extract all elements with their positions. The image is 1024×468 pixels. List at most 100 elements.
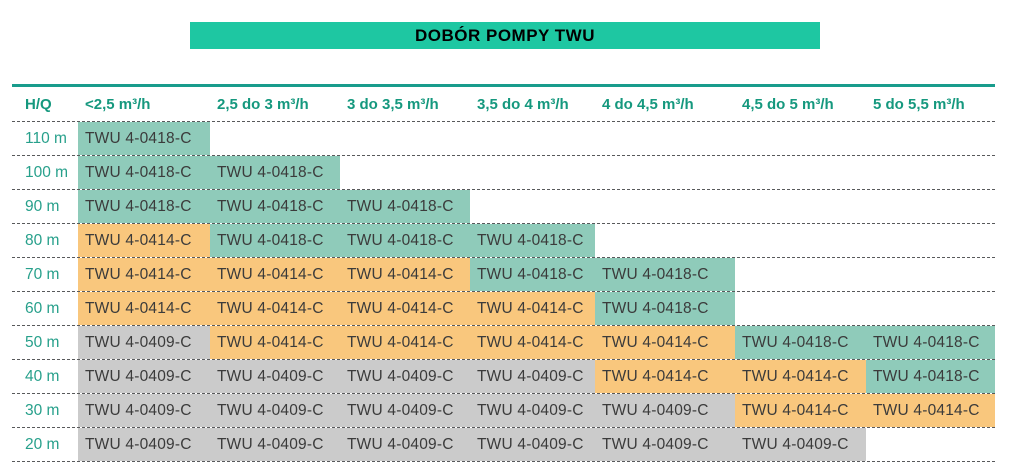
column-header: 2,5 do 3 m³/h [217,95,309,113]
pump-cell: TWU 4-0418-C [866,360,995,393]
empty-cell [470,190,595,223]
empty-cell [735,224,866,257]
table-row: 90 m TWU 4-0418-C TWU 4-0418-C TWU 4-0418-C [12,190,995,224]
empty-cell [595,224,735,257]
table-row: 60 m TWU 4-0414-C TWU 4-0414-C TWU 4-0414-C… [12,292,995,326]
row-header: 60 m [25,299,60,317]
row-header: 90 m [25,197,60,215]
empty-cell [735,156,866,189]
pump-cell: TWU 4-0414-C [735,360,866,393]
pump-cell: TWU 4-0418-C [735,326,866,359]
pump-cell: TWU 4-0418-C [78,156,210,189]
pump-cell: TWU 4-0414-C [470,326,595,359]
empty-cell [866,122,995,155]
table-row: 100 m TWU 4-0418-C TWU 4-0418-C [12,156,995,190]
pump-cell: TWU 4-0414-C [340,258,470,291]
pump-cell: TWU 4-0418-C [210,224,340,257]
column-header: <2,5 m³/h [85,95,151,113]
empty-cell [866,258,995,291]
pump-cell: TWU 4-0409-C [595,428,735,461]
table-title-bar: DOBÓR POMPY TWU [190,22,820,49]
empty-cell [866,428,995,461]
table-row: 40 m TWU 4-0409-C TWU 4-0409-C TWU 4-0409-C… [12,360,995,394]
pump-cell: TWU 4-0414-C [210,326,340,359]
empty-cell [595,190,735,223]
pump-cell: TWU 4-0409-C [595,394,735,427]
pump-cell: TWU 4-0409-C [210,394,340,427]
table-row: 80 m TWU 4-0414-C TWU 4-0418-C TWU 4-0418-C… [12,224,995,258]
empty-cell [595,156,735,189]
pump-cell: TWU 4-0414-C [78,258,210,291]
pump-cell: TWU 4-0409-C [210,428,340,461]
pump-cell: TWU 4-0418-C [595,258,735,291]
pump-cell: TWU 4-0418-C [210,156,340,189]
pump-cell: TWU 4-0418-C [78,122,210,155]
empty-cell [735,122,866,155]
column-header: 4,5 do 5 m³/h [742,95,834,113]
pump-cell: TWU 4-0409-C [78,326,210,359]
pump-cell: TWU 4-0414-C [470,292,595,325]
pump-cell: TWU 4-0418-C [340,190,470,223]
empty-cell [470,122,595,155]
table-row: 70 m TWU 4-0414-C TWU 4-0414-C TWU 4-0414-C… [12,258,995,292]
pump-cell: TWU 4-0409-C [78,360,210,393]
pump-cell: TWU 4-0418-C [470,224,595,257]
empty-cell [340,122,470,155]
pump-cell: TWU 4-0418-C [595,292,735,325]
empty-cell [866,156,995,189]
pump-cell: TWU 4-0414-C [78,292,210,325]
empty-cell [866,224,995,257]
pump-cell: TWU 4-0409-C [340,428,470,461]
table-row: 50 m TWU 4-0409-C TWU 4-0414-C TWU 4-0414-C… [12,326,995,360]
table-body: 110 m TWU 4-0418-C 100 m TWU 4-0418-C TWU 4-… [12,122,995,462]
column-header: 4 do 4,5 m³/h [602,95,694,113]
empty-cell [735,190,866,223]
pump-cell: TWU 4-0418-C [78,190,210,223]
pump-cell: TWU 4-0409-C [210,360,340,393]
pump-cell: TWU 4-0409-C [78,394,210,427]
table-row: 30 m TWU 4-0409-C TWU 4-0409-C TWU 4-0409-C… [12,394,995,428]
pump-cell: TWU 4-0409-C [735,428,866,461]
pump-cell: TWU 4-0414-C [735,394,866,427]
table-row: 110 m TWU 4-0418-C [12,122,995,156]
row-header: 70 m [25,265,60,283]
corner-header-hq: H/Q [25,95,52,113]
empty-cell [735,258,866,291]
pump-cell: TWU 4-0418-C [866,326,995,359]
row-header: 20 m [25,435,60,453]
empty-cell [866,190,995,223]
row-header: 30 m [25,401,60,419]
pump-cell: TWU 4-0409-C [470,360,595,393]
pump-cell: TWU 4-0414-C [866,394,995,427]
table-title: DOBÓR POMPY TWU [414,25,596,45]
empty-cell [866,292,995,325]
pump-cell: TWU 4-0414-C [340,292,470,325]
pump-cell: TWU 4-0414-C [340,326,470,359]
row-header: 50 m [25,333,60,351]
pump-cell: TWU 4-0418-C [340,224,470,257]
pump-cell: TWU 4-0409-C [470,428,595,461]
column-header: 3,5 do 4 m³/h [477,95,569,113]
table-row: 20 m TWU 4-0409-C TWU 4-0409-C TWU 4-0409-C… [12,428,995,462]
column-header: 3 do 3,5 m³/h [347,95,439,113]
empty-cell [595,122,735,155]
pump-cell: TWU 4-0409-C [340,394,470,427]
empty-cell [470,156,595,189]
pump-cell: TWU 4-0414-C [210,258,340,291]
column-header: 5 do 5,5 m³/h [873,95,965,113]
pump-cell: TWU 4-0409-C [470,394,595,427]
row-header: 110 m [25,129,67,147]
row-header: 100 m [25,163,69,181]
empty-cell [210,122,340,155]
table-header-row: H/Q <2,5 m³/h 2,5 do 3 m³/h 3 do 3,5 m³/h 3… [12,84,995,122]
pump-cell: TWU 4-0418-C [470,258,595,291]
pump-cell: TWU 4-0414-C [595,326,735,359]
pump-cell: TWU 4-0418-C [210,190,340,223]
pump-cell: TWU 4-0414-C [78,224,210,257]
pump-cell: TWU 4-0409-C [340,360,470,393]
empty-cell [340,156,470,189]
pump-cell: TWU 4-0414-C [595,360,735,393]
row-header: 80 m [25,231,60,249]
empty-cell [735,292,866,325]
